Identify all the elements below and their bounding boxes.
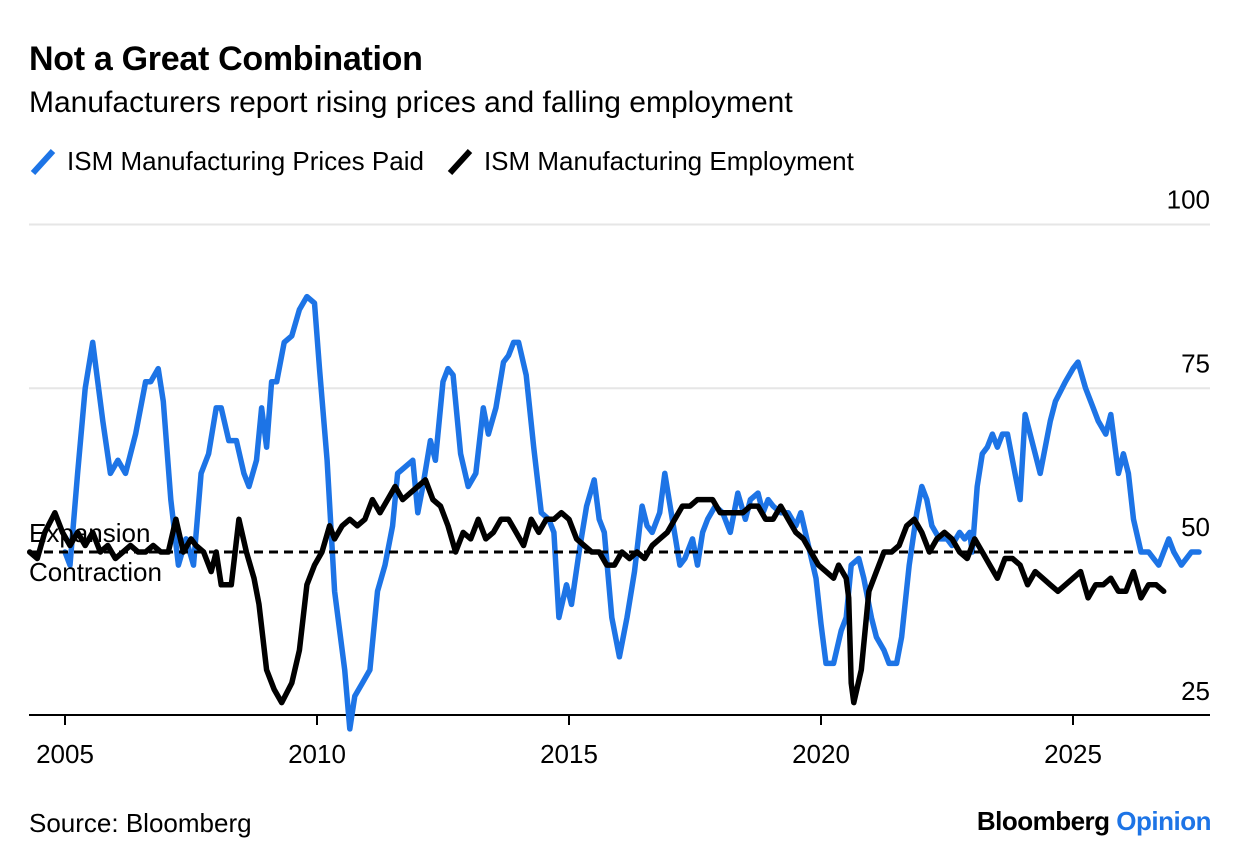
legend-label-prices: ISM Manufacturing Prices Paid (67, 146, 424, 176)
brand-name: Bloomberg (976, 806, 1110, 836)
label-contraction: Contraction (29, 557, 162, 587)
legend-label-employment: ISM Manufacturing Employment (483, 146, 854, 176)
x-tick-label-2015: 2015 (540, 739, 598, 769)
legend: ISM Manufacturing Prices Paid ISM Manufa… (29, 146, 876, 177)
y-tick-label-50: 50 (1181, 512, 1210, 542)
legend-swatch-prices (30, 148, 56, 175)
brand-suffix: Opinion (1116, 806, 1211, 836)
chart-title: Not a Great Combination (29, 40, 423, 78)
legend-item-employment: ISM Manufacturing Employment (446, 146, 854, 177)
source-note: Source: Bloomberg (29, 808, 252, 838)
y-tick-label-25: 25 (1181, 676, 1210, 706)
x-tick-label-2010: 2010 (288, 739, 346, 769)
series-line-prices-paid (62, 293, 1202, 732)
x-tick-label-2005: 2005 (36, 739, 94, 769)
legend-item-prices: ISM Manufacturing Prices Paid (29, 146, 424, 177)
series-line-employment (26, 477, 1167, 706)
chart-subtitle: Manufacturers report rising prices and f… (29, 86, 793, 119)
y-tick-label-100: 100 (1167, 185, 1210, 215)
x-tick-label-2025: 2025 (1044, 739, 1102, 769)
brand-logo: Bloomberg Opinion (976, 806, 1212, 837)
label-expansion: Expansion (29, 518, 150, 548)
y-tick-label-75: 75 (1181, 348, 1210, 378)
x-tick-label-2020: 2020 (792, 739, 850, 769)
legend-swatch-employment (447, 148, 473, 175)
